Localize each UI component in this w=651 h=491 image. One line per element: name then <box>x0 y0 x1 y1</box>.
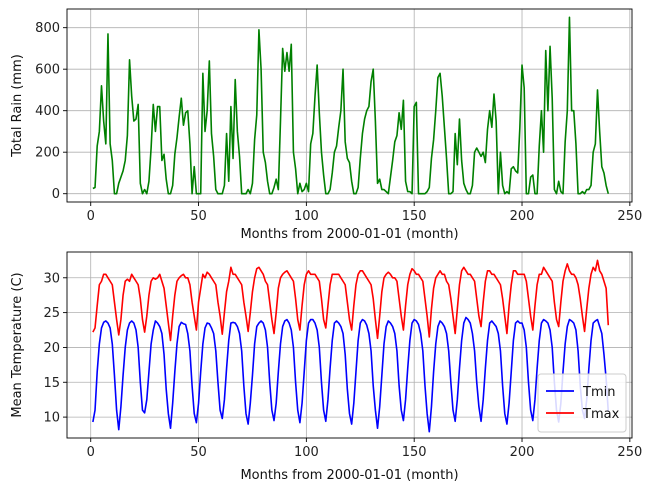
x-tick-label: 50 <box>190 445 207 460</box>
x-axis-label: Months from 2000-01-01 (month) <box>240 468 458 483</box>
y-tick-label: 800 <box>35 21 60 36</box>
x-tick-label: 100 <box>294 445 319 460</box>
x-tick-label: 150 <box>402 445 427 460</box>
legend: Tmin Tmax <box>537 373 627 433</box>
x-tick-label: 0 <box>87 445 95 460</box>
y-tick-label: 200 <box>35 146 60 161</box>
legend-label-tmin: Tmin <box>582 385 615 400</box>
temperature-subplot: 0 50 100 150 200 250 10 15 20 25 30 Months from 200… <box>10 251 642 483</box>
axes-frame <box>66 8 633 203</box>
x-tick-label: 100 <box>294 209 319 224</box>
legend-label-tmax: Tmax <box>582 407 620 422</box>
y-tick-label: 600 <box>35 63 60 78</box>
x-tick-label: 250 <box>617 445 642 460</box>
x-tick-label: 250 <box>617 209 642 224</box>
x-tick-label: 200 <box>510 445 535 460</box>
series-line <box>92 16 610 195</box>
x-tick-label: 0 <box>87 209 95 224</box>
y-tick-label: 400 <box>35 104 60 119</box>
y-axis-label: Mean Temperature (C) <box>10 272 25 417</box>
legend-box <box>537 373 627 433</box>
y-tick-label: 20 <box>43 341 60 356</box>
axes-frame <box>66 251 633 439</box>
x-axis-label: Months from 2000-01-01 (month) <box>240 227 458 242</box>
y-axis-label: Total Rain (mm) <box>10 54 25 158</box>
series-line-tmin <box>92 316 610 433</box>
x-tick-label: 200 <box>510 209 535 224</box>
y-tick-label: 25 <box>43 306 60 321</box>
y-tick-label: 10 <box>43 411 60 426</box>
y-tick-label: 0 <box>52 187 60 202</box>
series-line-tmax <box>92 259 610 342</box>
y-tick-label: 15 <box>43 376 60 391</box>
x-tick-label: 150 <box>402 209 427 224</box>
x-tick-label: 50 <box>190 209 207 224</box>
y-tick-label: 30 <box>43 271 60 286</box>
rain-subplot: 0 50 100 150 200 250 0 200 400 600 800 Months from … <box>10 8 642 242</box>
